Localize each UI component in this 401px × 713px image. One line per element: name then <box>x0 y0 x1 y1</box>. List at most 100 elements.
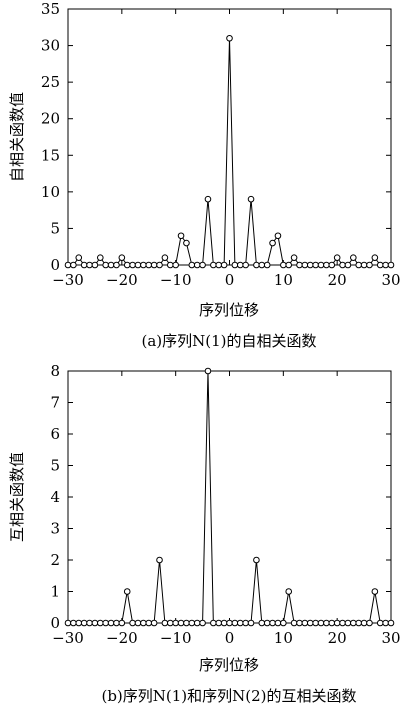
plot-frame-b <box>67 370 392 624</box>
data-point-a <box>140 261 147 269</box>
data-point-b <box>306 619 314 627</box>
data-point-a <box>333 254 341 261</box>
x-tick-label-a: −30 <box>52 271 84 289</box>
data-point-a <box>242 261 249 269</box>
data-point-a <box>274 232 282 240</box>
y-tick-label-b: 6 <box>50 425 60 443</box>
data-point-a <box>226 34 233 42</box>
data-point-a <box>97 254 104 261</box>
data-point-b <box>350 619 357 627</box>
data-point-a <box>215 261 223 269</box>
y-tick-label-b: 4 <box>50 488 60 506</box>
data-point-b <box>193 619 201 627</box>
data-point-b <box>123 588 131 595</box>
data-point-a <box>172 261 179 269</box>
data-point-b <box>323 619 330 627</box>
data-point-b <box>64 619 72 627</box>
series-line-b <box>68 370 391 624</box>
data-point-a <box>150 261 158 269</box>
data-point-b <box>269 619 276 627</box>
data-point-a <box>70 261 77 269</box>
data-point-b <box>247 619 255 627</box>
data-point-a <box>113 261 120 269</box>
data-point-a <box>75 254 83 261</box>
x-tick-label-a: 20 <box>328 271 347 289</box>
data-point-b <box>317 619 325 627</box>
axis-ticks-a: −30 −20 −10 0 10 20 30 0 5 10 15 20 25 30 35 <box>41 0 401 289</box>
data-point-b <box>145 619 153 627</box>
data-point-a <box>193 261 201 269</box>
x-tick-label-b: 30 <box>381 629 400 647</box>
data-point-a <box>236 261 244 269</box>
data-point-b <box>280 619 287 627</box>
data-point-a <box>350 254 357 261</box>
data-point-b <box>382 619 389 627</box>
x-tick-label-b: −20 <box>106 629 138 647</box>
caption-b: (b)序列N(1)和序列N(2)的互相关函数 <box>101 687 356 705</box>
data-point-b <box>328 619 336 627</box>
data-point-a <box>123 261 131 269</box>
x-axis-label-a: 序列位移 <box>199 301 259 319</box>
y-tick-label-b: 2 <box>50 551 60 569</box>
data-point-a <box>210 261 217 269</box>
data-point-b <box>263 619 271 627</box>
x-tick-label-b: 10 <box>274 629 293 647</box>
data-point-a <box>360 261 368 269</box>
data-point-b <box>161 619 169 627</box>
data-point-b <box>70 619 77 627</box>
y-tick-label-b: 8 <box>50 362 60 380</box>
data-point-a <box>91 261 99 269</box>
data-point-b <box>296 619 303 627</box>
data-point-b <box>166 619 174 627</box>
data-point-b <box>344 619 352 627</box>
data-point-a <box>166 261 174 269</box>
data-point-b <box>150 619 158 627</box>
data-point-b <box>210 619 217 627</box>
y-axis-label-b: 互相关函数值 <box>8 452 26 542</box>
data-point-a <box>161 254 169 261</box>
x-tick-label-b: −10 <box>160 629 192 647</box>
series-b <box>64 367 395 627</box>
data-point-b <box>183 619 190 627</box>
data-point-a <box>220 261 228 269</box>
data-point-a <box>204 195 212 203</box>
data-point-a <box>156 261 163 269</box>
y-tick-label-a: 0 <box>50 256 60 274</box>
panel-b: −30 −20 −10 0 10 20 30 0 1 2 3 4 5 6 7 8 序列位移 互相关函数值 (b… <box>8 362 401 705</box>
data-point-b <box>360 619 368 627</box>
data-point-a <box>382 261 389 269</box>
data-point-a <box>296 261 303 269</box>
y-tick-label-a: 35 <box>41 0 60 18</box>
data-point-a <box>80 261 88 269</box>
data-point-b <box>204 367 212 375</box>
data-point-a <box>317 261 325 269</box>
data-point-b <box>188 619 196 627</box>
data-point-b <box>285 588 293 595</box>
data-point-a <box>269 239 276 247</box>
data-point-b <box>312 619 319 627</box>
x-axis-label-b: 序列位移 <box>199 656 259 674</box>
data-point-a <box>387 261 395 269</box>
x-tick-label-a: −20 <box>106 271 138 289</box>
data-point-a <box>64 261 72 269</box>
y-tick-label-a: 15 <box>41 146 60 164</box>
data-point-b <box>366 619 373 627</box>
data-point-b <box>80 619 88 627</box>
axis-ticks-b: −30 −20 −10 0 10 20 30 0 1 2 3 4 5 6 7 8 <box>50 362 400 647</box>
x-tick-label-b: 20 <box>328 629 347 647</box>
data-point-a <box>371 254 379 261</box>
data-point-b <box>118 619 126 627</box>
y-tick-label-b: 7 <box>50 394 60 412</box>
data-point-a <box>134 261 142 269</box>
y-tick-label-b: 1 <box>50 583 60 601</box>
data-point-a <box>285 261 293 269</box>
x-tick-label-a: −10 <box>160 271 192 289</box>
data-point-a <box>301 261 309 269</box>
x-tick-label-a: 30 <box>381 271 400 289</box>
data-point-b <box>355 619 363 627</box>
data-point-b <box>129 619 136 627</box>
data-point-b <box>102 619 109 627</box>
data-point-b <box>376 619 384 627</box>
data-point-b <box>339 619 346 627</box>
